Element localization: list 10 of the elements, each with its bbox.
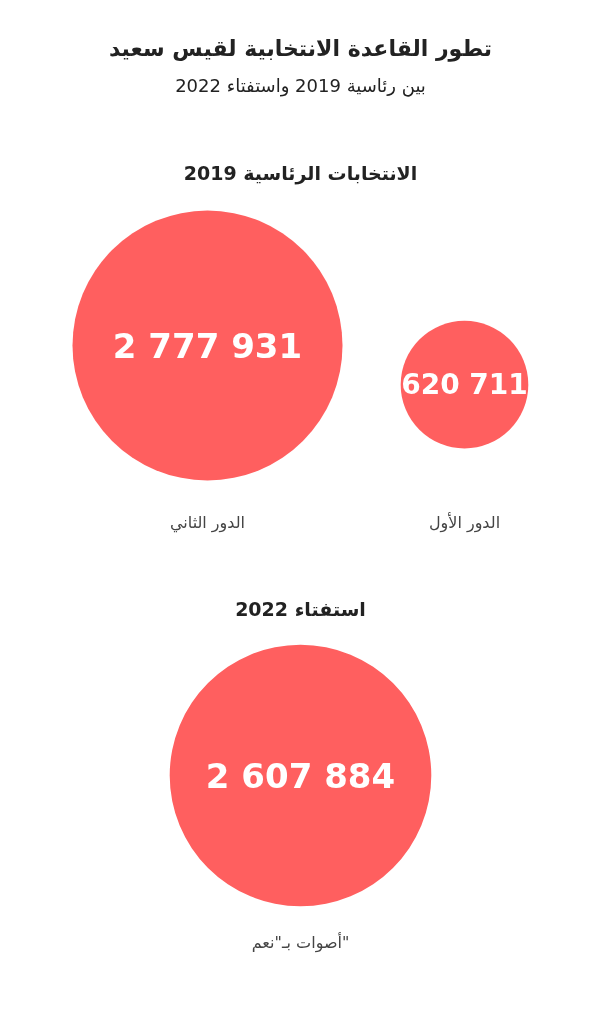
category-label: الدور الثاني: [169, 513, 246, 533]
text: استفتاء 2022: [235, 597, 366, 620]
text: الانتخابات الرئاسية 2019: [183, 161, 418, 185]
data-label: 2 607 884: [205, 755, 396, 796]
data-label: 620 711: [401, 368, 528, 402]
category-label: أصوات بـ"نعم": [251, 932, 350, 953]
category-label: الدور الأول: [428, 512, 501, 533]
text: بين رئاسية 2019 واستفتاء 2022: [175, 75, 426, 97]
text: تطور القاعدة الانتخابية لقيس سعيد: [108, 36, 493, 62]
data-label: 2 777 931: [112, 325, 303, 366]
